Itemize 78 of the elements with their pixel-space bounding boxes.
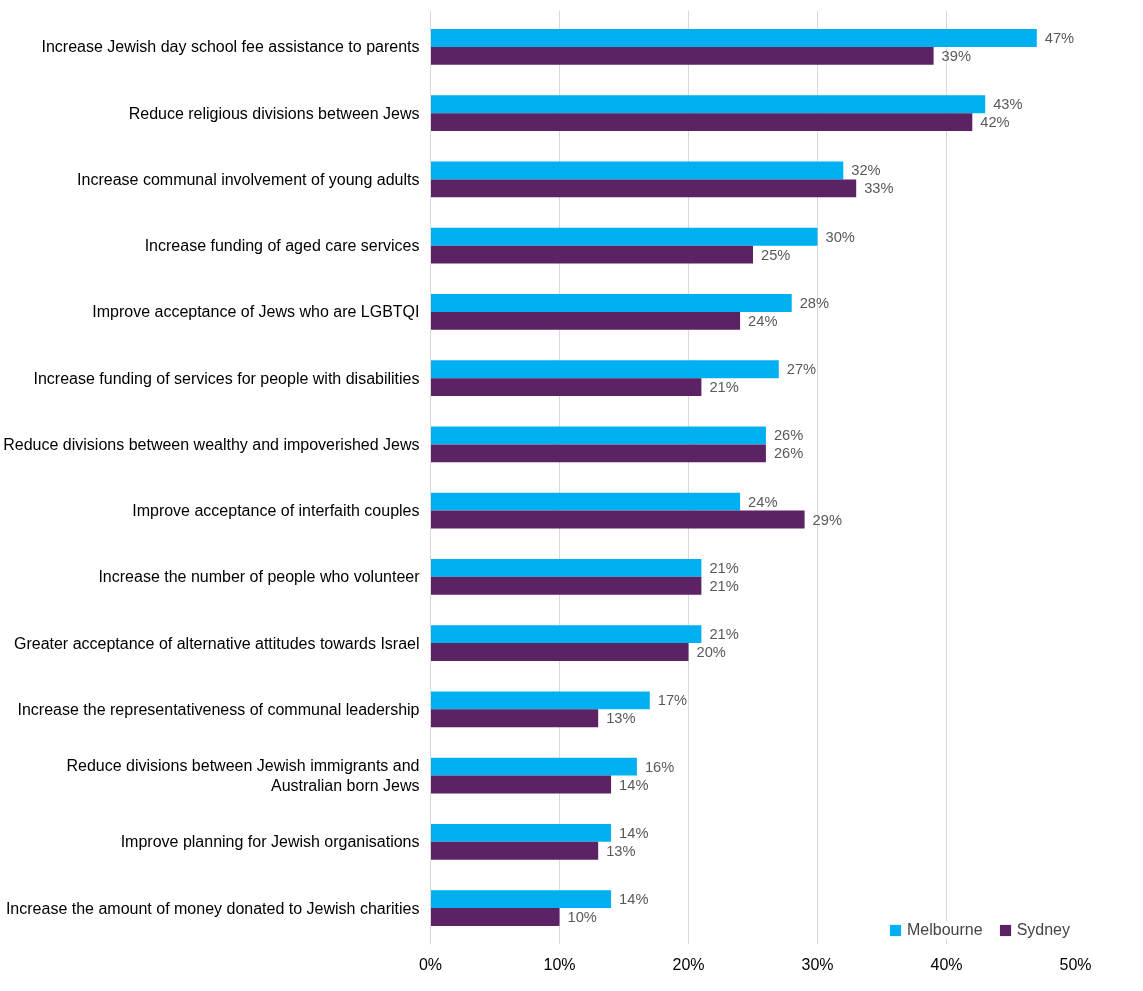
y-tick-label: Improve planning for Jewish organisations <box>120 833 420 851</box>
bar <box>430 444 766 463</box>
bar <box>430 558 702 577</box>
data-label: 21% <box>709 559 739 576</box>
data-label: 28% <box>799 294 830 311</box>
bar <box>430 179 857 198</box>
bar <box>430 775 612 794</box>
bar <box>430 227 818 246</box>
y-tick-label: Improve acceptance of Jews who are LGBTQI <box>92 303 420 321</box>
bar <box>430 625 702 644</box>
bar <box>430 890 612 909</box>
data-label: 30% <box>825 228 855 245</box>
y-tick-label: Improve acceptance of interfaith couples <box>132 502 420 520</box>
bar <box>430 757 637 776</box>
legend-label: Sydney <box>1016 921 1070 939</box>
bar <box>430 161 844 180</box>
data-label: 27% <box>786 361 817 378</box>
data-label: 21% <box>709 379 739 396</box>
data-label: 24% <box>748 312 778 329</box>
y-tick-label: Increase communal involvement of young adults <box>77 170 420 188</box>
data-label: 21% <box>709 577 739 594</box>
data-label: 42% <box>980 114 1010 131</box>
bar <box>430 294 792 312</box>
data-label: 24% <box>748 493 778 510</box>
bar <box>430 426 766 445</box>
legend-label: Melbourne <box>907 921 983 939</box>
data-label: 13% <box>606 842 636 859</box>
bar <box>430 245 753 264</box>
bar <box>430 576 702 595</box>
y-tick-label: Increase the representativeness of communal leadership <box>17 700 420 718</box>
bar <box>430 29 1037 47</box>
bar <box>430 841 599 860</box>
data-label: 21% <box>709 626 739 643</box>
bar <box>430 311 741 330</box>
x-tick-label: 10% <box>543 955 576 973</box>
y-tick-label: Increase the number of people who volunteer <box>98 568 421 586</box>
data-label: 20% <box>696 644 726 661</box>
y-tick-label: Reduce divisions between Jewish immigrants and Australian born Jews <box>66 756 420 795</box>
y-tick-label: Reduce religious divisions between Jews <box>128 104 420 122</box>
data-label: 26% <box>773 427 804 444</box>
bar <box>430 643 689 661</box>
x-tick-label: 0% <box>418 955 443 973</box>
bar <box>430 823 612 842</box>
data-label: 14% <box>619 824 649 841</box>
x-tick-label: 30% <box>801 955 834 973</box>
bar <box>430 908 560 926</box>
bar <box>430 360 779 379</box>
bar <box>430 709 599 728</box>
data-label: 16% <box>644 758 675 775</box>
data-label: 13% <box>606 710 636 727</box>
data-label: 33% <box>864 180 894 197</box>
bar <box>430 95 986 114</box>
data-label: 26% <box>773 445 804 462</box>
data-label: 47% <box>1044 29 1075 46</box>
bar <box>430 691 650 710</box>
data-label: 10% <box>567 909 597 926</box>
data-label: 17% <box>657 692 688 709</box>
data-label: 43% <box>993 96 1023 113</box>
x-tick-label: 50% <box>1059 955 1092 973</box>
y-tick-label: Reduce divisions between wealthy and impoverished Jews <box>3 435 420 453</box>
bar <box>430 492 741 511</box>
y-tick-label: Increase Jewish day school fee assistance to parents <box>41 38 420 56</box>
x-tick-label: 20% <box>672 955 705 973</box>
x-tick-label: 40% <box>930 955 963 973</box>
data-label: 25% <box>761 246 791 263</box>
y-tick-label: Increase the amount of money donated to Jewish charities <box>5 899 420 917</box>
data-label: 14% <box>619 891 649 908</box>
data-label: 14% <box>619 776 649 793</box>
y-tick-label: Increase funding of aged care services <box>144 237 420 255</box>
bar <box>430 46 934 65</box>
data-label: 39% <box>941 47 971 64</box>
bar <box>430 510 805 529</box>
data-label: 32% <box>851 162 881 179</box>
bar <box>430 378 702 397</box>
y-tick-label: Greater acceptance of alternative attitudes towards Israel <box>13 634 420 652</box>
bar <box>430 113 973 132</box>
data-label: 29% <box>812 511 842 528</box>
y-tick-label: Increase funding of services for people with disabilities <box>33 369 420 387</box>
